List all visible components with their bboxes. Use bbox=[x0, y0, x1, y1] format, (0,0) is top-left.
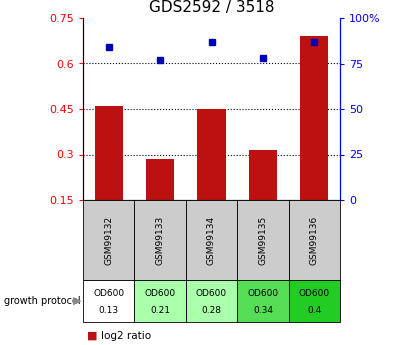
Bar bbox=[249, 150, 277, 200]
Title: GDS2592 / 3518: GDS2592 / 3518 bbox=[149, 0, 274, 16]
Text: OD600: OD600 bbox=[145, 289, 176, 298]
Text: OD600: OD600 bbox=[93, 289, 124, 298]
Text: growth protocol: growth protocol bbox=[4, 296, 81, 306]
Text: OD600: OD600 bbox=[247, 289, 278, 298]
Text: GSM99133: GSM99133 bbox=[156, 215, 164, 265]
Text: GSM99136: GSM99136 bbox=[310, 215, 319, 265]
Text: GSM99134: GSM99134 bbox=[207, 215, 216, 265]
Text: 0.28: 0.28 bbox=[202, 306, 222, 315]
Text: 0.4: 0.4 bbox=[307, 306, 322, 315]
Bar bbox=[197, 109, 226, 200]
Text: 0.34: 0.34 bbox=[253, 306, 273, 315]
Text: ■: ■ bbox=[87, 331, 98, 341]
Bar bbox=[300, 36, 328, 200]
Text: log2 ratio: log2 ratio bbox=[101, 331, 151, 341]
Bar bbox=[146, 159, 174, 200]
Text: 0.13: 0.13 bbox=[99, 306, 119, 315]
Text: 0.21: 0.21 bbox=[150, 306, 170, 315]
Text: OD600: OD600 bbox=[299, 289, 330, 298]
Text: GSM99132: GSM99132 bbox=[104, 215, 113, 265]
Text: ▶: ▶ bbox=[73, 296, 81, 306]
Text: OD600: OD600 bbox=[196, 289, 227, 298]
Text: GSM99135: GSM99135 bbox=[258, 215, 268, 265]
Bar bbox=[95, 106, 123, 200]
